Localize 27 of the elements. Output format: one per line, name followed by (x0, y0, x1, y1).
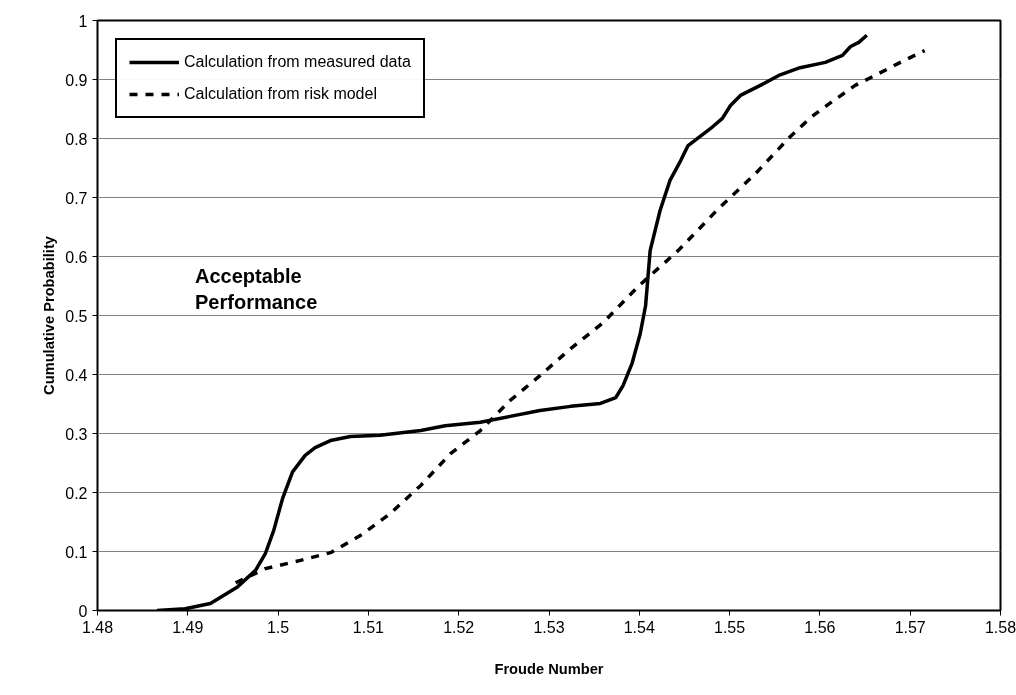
y-tick-label: 0.9 (65, 71, 88, 89)
x-tick-label: 1.58 (984, 618, 1016, 636)
y-tick-label: 0.7 (65, 189, 88, 207)
legend-label: Calculation from risk model (184, 85, 377, 103)
y-tick-label: 0 (78, 602, 88, 620)
x-tick-label: 1.5 (266, 618, 290, 636)
x-tick-label: 1.55 (714, 618, 746, 636)
x-tick-label: 1.57 (894, 618, 926, 636)
y-tick-label: 1 (78, 12, 88, 30)
y-tick-label: 0.2 (65, 484, 88, 502)
y-tick-label: 0.1 (65, 543, 88, 561)
x-tick-label: 1.48 (81, 618, 114, 636)
y-axis-title: Cumulative Probability (41, 235, 58, 395)
x-tick-label: 1.49 (172, 618, 204, 636)
annotation: Acceptable Performance (195, 264, 318, 314)
y-tick-label: 0.5 (65, 307, 88, 325)
y-tick-label: 0.3 (65, 425, 88, 443)
y-tick-label: 0.4 (65, 366, 88, 384)
x-tick-label: 1.53 (533, 618, 565, 636)
x-axis-title: Froude Number (494, 660, 604, 677)
x-tick-label: 1.52 (443, 618, 475, 636)
x-tick-label: 1.51 (352, 618, 385, 636)
x-tick-label: 1.56 (804, 618, 836, 636)
legend-label: Calculation from measured data (184, 53, 411, 71)
y-tick-label: 0.6 (65, 248, 88, 266)
x-tick-label: 1.54 (623, 618, 655, 636)
y-tick-label: 0.8 (65, 130, 88, 148)
